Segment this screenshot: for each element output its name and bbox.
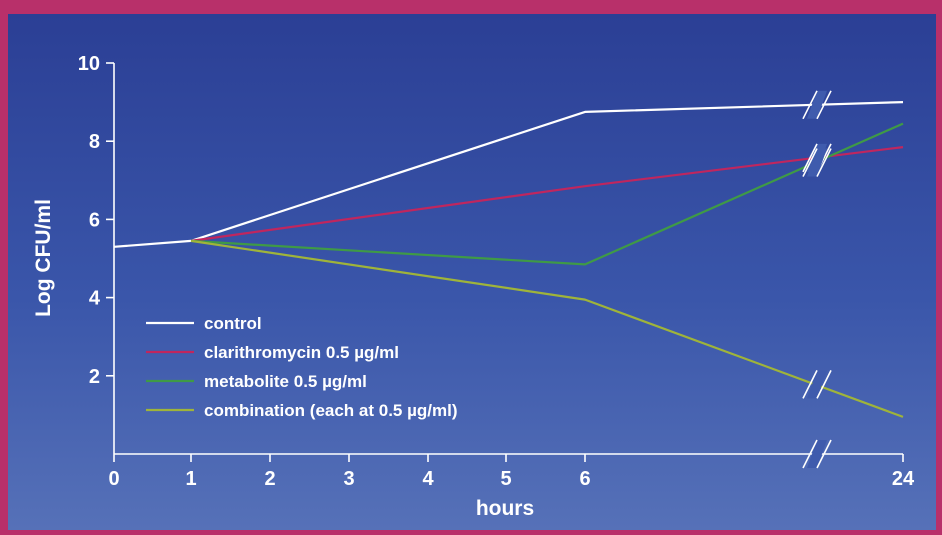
legend-label: control [204, 314, 262, 333]
y-tick-label: 6 [89, 209, 100, 231]
y-tick-label: 8 [89, 131, 100, 153]
x-tick-label: 3 [343, 468, 354, 490]
legend-label: combination (each at 0.5 µg/ml) [204, 401, 458, 420]
chart-background [8, 14, 936, 530]
x-tick-label: 1 [185, 468, 196, 490]
x-tick-label: 5 [500, 468, 511, 490]
series-line-2 [190, 146, 904, 242]
x-tick-label: 2 [264, 468, 275, 490]
x-tick-label: 24 [892, 468, 915, 490]
y-tick-label: 10 [78, 53, 100, 75]
x-tick-label: 4 [422, 468, 434, 490]
x-tick-label: 0 [108, 468, 119, 490]
legend-label: metabolite 0.5 µg/ml [204, 372, 367, 391]
y-tick-label: 2 [89, 366, 100, 388]
y-axis-title: Log CFU/ml [32, 199, 55, 317]
series-line-4 [190, 239, 904, 418]
y-tick-label: 4 [89, 288, 101, 310]
x-axis-title: hours [476, 497, 534, 520]
x-tick-label: 6 [579, 468, 590, 490]
axis-break-mark [802, 370, 832, 399]
axis-break-mark [802, 148, 832, 177]
x-axis-break-mark [802, 439, 832, 469]
axis-break-mark [802, 90, 832, 120]
series-line-1 [113, 101, 904, 248]
series-line-3 [190, 122, 904, 266]
legend-label: clarithromycin 0.5 µg/ml [204, 343, 399, 362]
